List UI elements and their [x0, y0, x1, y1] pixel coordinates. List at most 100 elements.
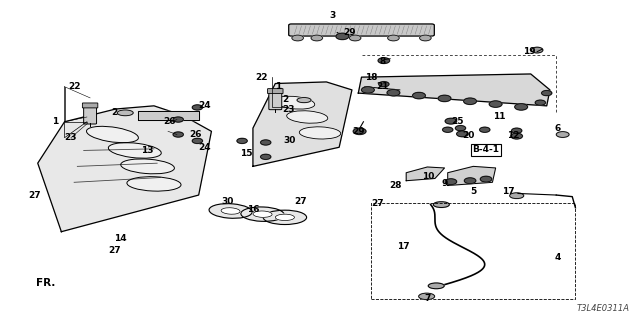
Ellipse shape	[428, 283, 444, 289]
Text: 15: 15	[240, 149, 253, 158]
Circle shape	[464, 98, 476, 104]
Text: 28: 28	[389, 181, 402, 190]
Circle shape	[387, 90, 400, 96]
Text: 17: 17	[397, 242, 410, 251]
Circle shape	[388, 35, 399, 41]
FancyBboxPatch shape	[289, 24, 435, 36]
Text: 12: 12	[508, 131, 520, 140]
Polygon shape	[448, 166, 495, 186]
Text: 20: 20	[463, 131, 475, 140]
Circle shape	[489, 101, 502, 107]
Text: FR.: FR.	[36, 278, 55, 288]
Polygon shape	[138, 111, 198, 120]
Circle shape	[336, 33, 349, 40]
Ellipse shape	[531, 47, 543, 53]
Ellipse shape	[127, 177, 181, 191]
Text: 13: 13	[141, 146, 154, 155]
Circle shape	[311, 35, 323, 41]
Circle shape	[379, 82, 389, 87]
Circle shape	[541, 91, 552, 96]
Text: 2: 2	[282, 95, 288, 104]
Circle shape	[443, 127, 453, 132]
Ellipse shape	[297, 98, 311, 103]
Text: 18: 18	[365, 73, 378, 82]
Circle shape	[378, 58, 390, 63]
Text: 27: 27	[108, 246, 121, 255]
Circle shape	[445, 179, 457, 185]
Text: 22: 22	[255, 73, 268, 82]
Circle shape	[480, 176, 492, 182]
Text: 23: 23	[65, 133, 77, 142]
Text: 21: 21	[376, 82, 389, 91]
Circle shape	[420, 35, 431, 41]
Text: 8: 8	[380, 57, 386, 66]
Circle shape	[535, 100, 545, 105]
Text: T3L4E0311A: T3L4E0311A	[577, 304, 630, 313]
Text: 2: 2	[111, 108, 118, 117]
Circle shape	[173, 132, 183, 137]
Circle shape	[173, 117, 183, 122]
Circle shape	[292, 35, 303, 41]
Text: 23: 23	[282, 105, 294, 114]
Circle shape	[445, 118, 457, 124]
Text: 24: 24	[199, 101, 211, 110]
Text: 1: 1	[52, 117, 58, 126]
Ellipse shape	[419, 293, 435, 300]
Ellipse shape	[221, 208, 240, 214]
Circle shape	[413, 92, 426, 99]
Text: 7: 7	[424, 294, 431, 303]
Text: 30: 30	[284, 136, 296, 145]
Text: 17: 17	[502, 188, 515, 196]
Circle shape	[192, 138, 202, 143]
Polygon shape	[253, 82, 352, 166]
Text: 1: 1	[275, 82, 282, 91]
Text: 16: 16	[246, 205, 259, 214]
Text: 19: 19	[523, 47, 536, 56]
Ellipse shape	[274, 96, 315, 109]
Ellipse shape	[433, 202, 449, 207]
Polygon shape	[358, 74, 550, 106]
Circle shape	[362, 87, 374, 93]
Text: 6: 6	[554, 124, 561, 132]
Text: 29: 29	[343, 28, 356, 37]
Circle shape	[353, 128, 366, 134]
Circle shape	[465, 178, 476, 184]
Text: 10: 10	[422, 172, 435, 181]
Ellipse shape	[275, 214, 294, 220]
Circle shape	[511, 133, 522, 139]
Text: 25: 25	[451, 117, 463, 126]
Ellipse shape	[253, 211, 272, 217]
Ellipse shape	[556, 132, 569, 137]
Text: 26: 26	[189, 130, 202, 139]
Text: 9: 9	[442, 180, 448, 188]
Ellipse shape	[108, 143, 161, 158]
Ellipse shape	[509, 193, 524, 198]
Ellipse shape	[117, 110, 133, 116]
Circle shape	[260, 140, 271, 145]
Text: 30: 30	[221, 197, 234, 206]
Text: 26: 26	[164, 117, 176, 126]
Circle shape	[456, 125, 466, 131]
FancyBboxPatch shape	[268, 89, 283, 93]
Circle shape	[457, 131, 468, 137]
Text: B-4-1: B-4-1	[472, 145, 500, 154]
Circle shape	[511, 128, 522, 133]
Text: 27: 27	[28, 190, 41, 200]
Text: 4: 4	[554, 253, 561, 262]
Circle shape	[349, 35, 361, 41]
Text: 27: 27	[294, 197, 307, 206]
Circle shape	[479, 127, 490, 132]
Circle shape	[237, 138, 247, 143]
FancyBboxPatch shape	[269, 92, 282, 110]
Ellipse shape	[300, 127, 340, 139]
Circle shape	[192, 105, 202, 110]
Text: 5: 5	[470, 188, 476, 196]
Text: 24: 24	[199, 143, 211, 152]
FancyBboxPatch shape	[83, 103, 98, 108]
Circle shape	[438, 95, 451, 101]
Ellipse shape	[287, 111, 328, 123]
FancyBboxPatch shape	[84, 107, 97, 124]
Ellipse shape	[86, 126, 138, 143]
Text: 29: 29	[352, 127, 365, 136]
Ellipse shape	[209, 204, 252, 218]
